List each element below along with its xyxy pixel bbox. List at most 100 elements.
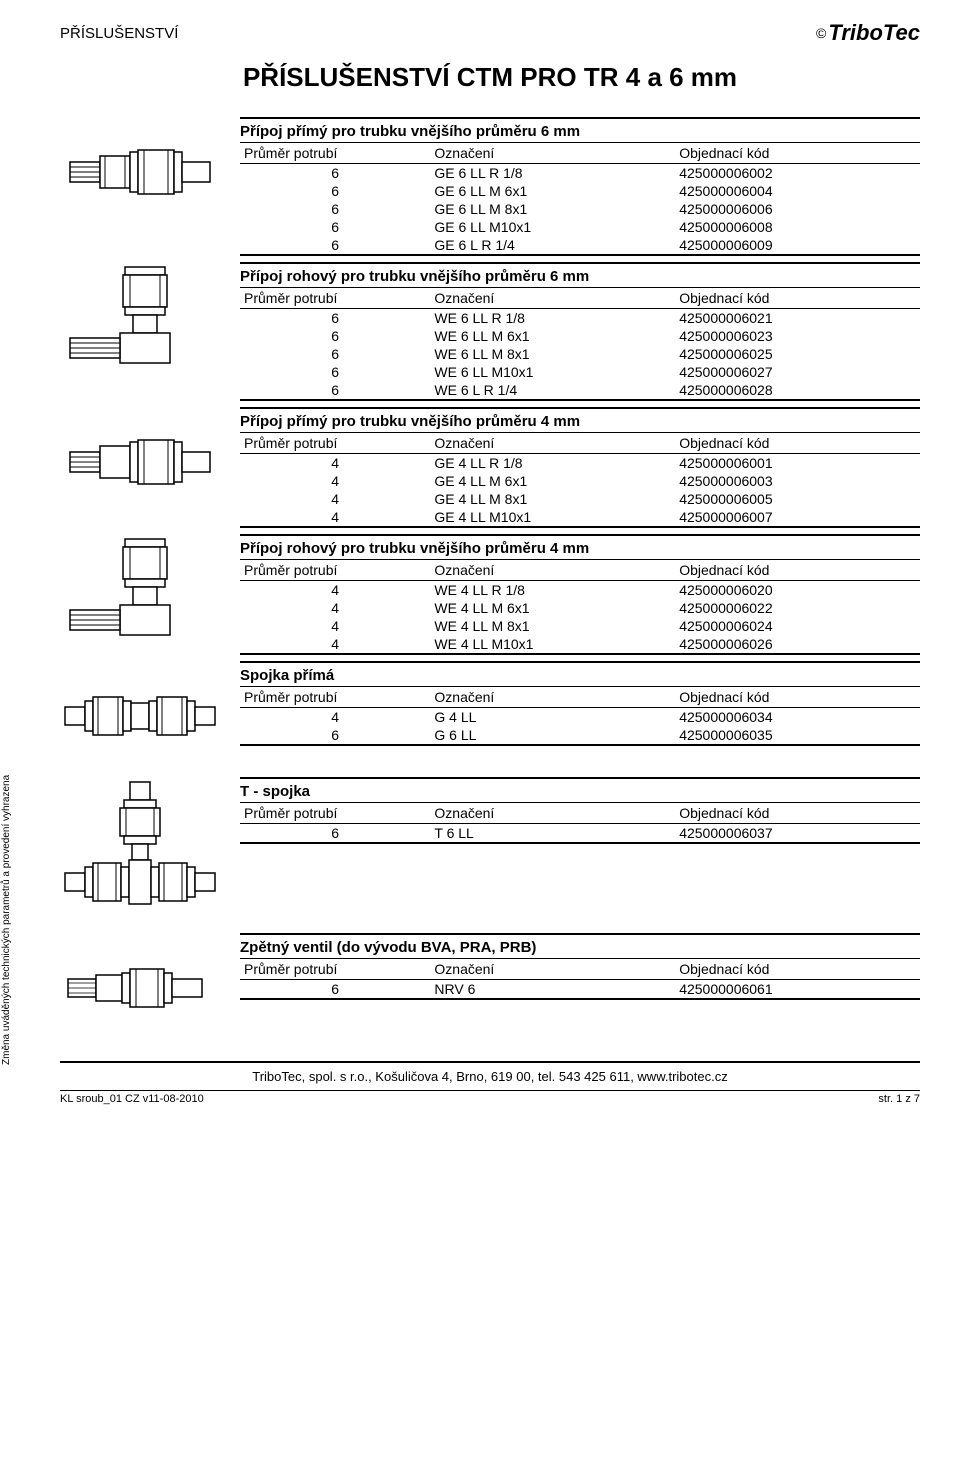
cell: GE 4 LL M 8x1 <box>430 490 675 508</box>
col-order-code: Objednací kód <box>675 959 920 980</box>
cell: 6 <box>240 381 430 400</box>
cell: 6 <box>240 218 430 236</box>
table-row: 4GE 4 LL M 8x1425000006005 <box>240 490 920 508</box>
table-title: Přípoj rohový pro trubku vnějšího průměr… <box>240 262 920 287</box>
header: PŘÍSLUŠENSTVÍ © TriboTec <box>60 20 920 46</box>
cell: 425000006035 <box>675 726 920 745</box>
brand-name: TriboTec <box>828 20 920 46</box>
cell: 425000006009 <box>675 236 920 255</box>
table-title: T - spojka <box>240 777 920 802</box>
table-title: Spojka přímá <box>240 661 920 686</box>
col-designation: Označení <box>430 143 675 164</box>
cell: 6 <box>240 363 430 381</box>
product-table: Průměr potrubí Označení Objednací kód 4W… <box>240 559 920 655</box>
product-table: Průměr potrubí Označení Objednací kód 6N… <box>240 958 920 1000</box>
col-diameter: Průměr potrubí <box>240 143 430 164</box>
cell: 6 <box>240 236 430 255</box>
cell: WE 6 LL R 1/8 <box>430 309 675 328</box>
footer-page: str. 1 z 7 <box>878 1093 920 1105</box>
cell: 425000006022 <box>675 599 920 617</box>
cell: NRV 6 <box>430 980 675 1000</box>
cell: 4 <box>240 635 430 654</box>
thumb-elbow-fitting-icon <box>60 262 220 372</box>
table-title: Zpětný ventil (do vývodu BVA, PRA, PRB) <box>240 933 920 958</box>
thumb-tee-icon <box>60 777 220 927</box>
col-order-code: Objednací kód <box>675 687 920 708</box>
cell: GE 4 LL M10x1 <box>430 508 675 527</box>
section-straight-4: Přípoj přímý pro trubku vnějšího průměru… <box>60 407 920 528</box>
table-row: 6WE 6 L R 1/4425000006028 <box>240 381 920 400</box>
table-row: 6GE 6 LL R 1/8425000006002 <box>240 164 920 183</box>
table-row: 6GE 6 LL M10x1425000006008 <box>240 218 920 236</box>
cell: 425000006008 <box>675 218 920 236</box>
cell: GE 4 LL R 1/8 <box>430 454 675 473</box>
col-order-code: Objednací kód <box>675 803 920 824</box>
cell: 425000006061 <box>675 980 920 1000</box>
section-check-valve: Zpětný ventil (do vývodu BVA, PRA, PRB) … <box>60 933 920 1043</box>
product-table: Průměr potrubí Označení Objednací kód 6G… <box>240 142 920 256</box>
cell: 425000006002 <box>675 164 920 183</box>
product-table: Průměr potrubí Označení Objednací kód 6T… <box>240 802 920 844</box>
cell: 4 <box>240 581 430 600</box>
table-row: 4WE 4 LL M 8x1425000006024 <box>240 617 920 635</box>
cell: WE 6 LL M10x1 <box>430 363 675 381</box>
table-row: 4WE 4 LL M10x1425000006026 <box>240 635 920 654</box>
cell: 6 <box>240 327 430 345</box>
col-diameter: Průměr potrubí <box>240 959 430 980</box>
cell: 425000006003 <box>675 472 920 490</box>
cell: 6 <box>240 200 430 218</box>
footer-doc: KL sroub_01 CZ v11-08-2010 <box>60 1093 204 1105</box>
thumb-coupling-icon <box>60 661 220 771</box>
table-wrap: Spojka přímá Průměr potrubí Označení Obj… <box>240 661 920 746</box>
col-diameter: Průměr potrubí <box>240 687 430 708</box>
cell: G 6 LL <box>430 726 675 745</box>
cell: GE 6 L R 1/4 <box>430 236 675 255</box>
table-row: 6T 6 LL425000006037 <box>240 824 920 844</box>
cell: 6 <box>240 726 430 745</box>
cell: 4 <box>240 472 430 490</box>
cell: 425000006020 <box>675 581 920 600</box>
col-designation: Označení <box>430 288 675 309</box>
product-table: Průměr potrubí Označení Objednací kód 4G… <box>240 432 920 528</box>
cell: 425000006034 <box>675 708 920 727</box>
cell: GE 6 LL M10x1 <box>430 218 675 236</box>
col-designation: Označení <box>430 433 675 454</box>
table-wrap: Přípoj rohový pro trubku vnějšího průměr… <box>240 262 920 401</box>
cell: 4 <box>240 708 430 727</box>
cell: 4 <box>240 599 430 617</box>
table-row: 6GE 6 LL M 8x1425000006006 <box>240 200 920 218</box>
cell: 425000006007 <box>675 508 920 527</box>
cell: 4 <box>240 490 430 508</box>
product-table: Průměr potrubí Označení Objednací kód 4G… <box>240 686 920 746</box>
cell: WE 6 LL M 6x1 <box>430 327 675 345</box>
cell: G 4 LL <box>430 708 675 727</box>
table-title: Přípoj přímý pro trubku vnějšího průměru… <box>240 117 920 142</box>
cell: 6 <box>240 824 430 844</box>
section-tee: T - spojka Průměr potrubí Označení Objed… <box>60 777 920 927</box>
col-diameter: Průměr potrubí <box>240 433 430 454</box>
thumb-straight-fitting-icon <box>60 117 220 227</box>
col-designation: Označení <box>430 687 675 708</box>
cell: GE 6 LL R 1/8 <box>430 164 675 183</box>
table-title: Přípoj rohový pro trubku vnějšího průměr… <box>240 534 920 559</box>
cell: GE 4 LL M 6x1 <box>430 472 675 490</box>
copyright-icon: © <box>816 25 826 41</box>
col-diameter: Průměr potrubí <box>240 803 430 824</box>
table-row: 6WE 6 LL M 6x1425000006023 <box>240 327 920 345</box>
cell: 425000006026 <box>675 635 920 654</box>
cell: 425000006001 <box>675 454 920 473</box>
cell: 6 <box>240 345 430 363</box>
table-wrap: T - spojka Průměr potrubí Označení Objed… <box>240 777 920 844</box>
section-elbow-4: Přípoj rohový pro trubku vnějšího průměr… <box>60 534 920 655</box>
col-diameter: Průměr potrubí <box>240 288 430 309</box>
footer: TriboTec, spol. s r.o., Košuličova 4, Br… <box>60 1061 920 1105</box>
product-table: Průměr potrubí Označení Objednací kód 6W… <box>240 287 920 401</box>
thumb-elbow-fitting-icon <box>60 534 220 644</box>
table-row: 6NRV 6425000006061 <box>240 980 920 1000</box>
cell: 425000006005 <box>675 490 920 508</box>
col-order-code: Objednací kód <box>675 143 920 164</box>
cell: WE 4 LL M10x1 <box>430 635 675 654</box>
side-note: Změna uváděných technických parametrů a … <box>1 775 12 1065</box>
thumb-straight-fitting-icon <box>60 407 220 517</box>
table-row: 6WE 6 LL M 8x1425000006025 <box>240 345 920 363</box>
